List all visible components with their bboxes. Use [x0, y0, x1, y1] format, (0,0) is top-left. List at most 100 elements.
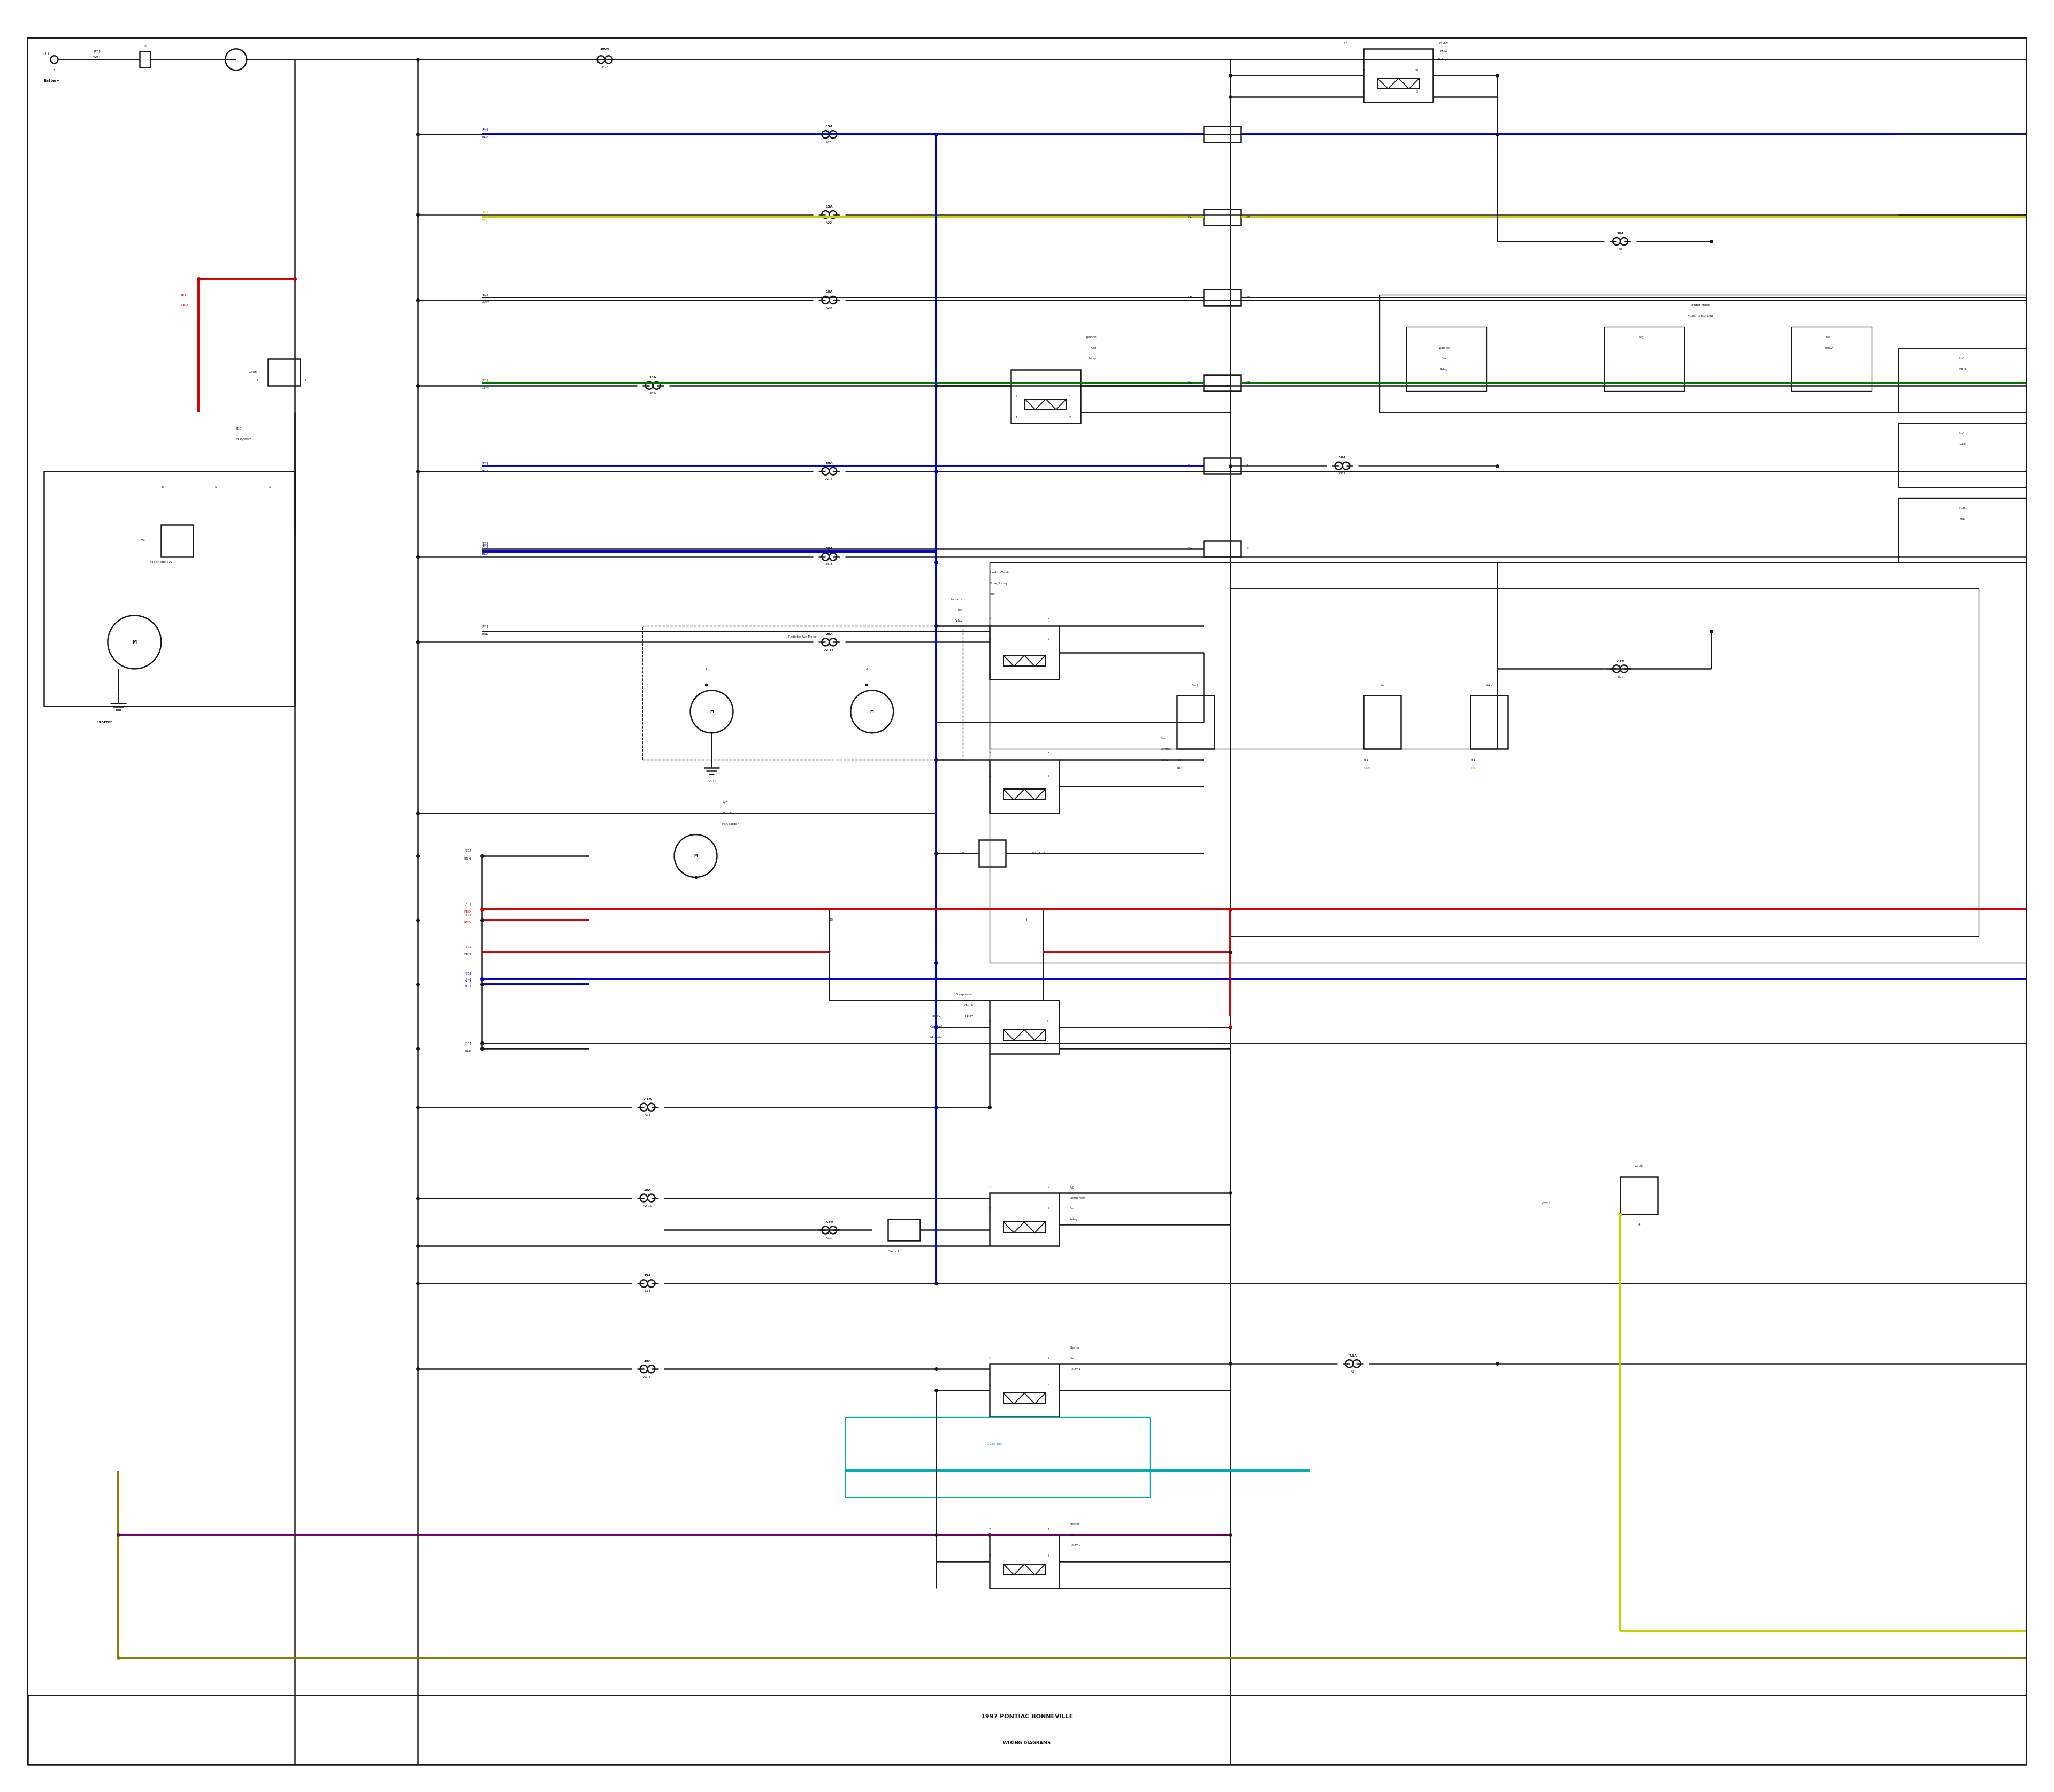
Text: 7.5A: 7.5A: [643, 1098, 651, 1100]
Text: Condenser: Condenser: [1070, 1197, 1085, 1199]
Text: S: S: [214, 486, 218, 489]
Text: Under-Dash: Under-Dash: [990, 572, 1009, 573]
Text: BLU: BLU: [483, 470, 489, 473]
Text: 10A: 10A: [1616, 231, 1625, 235]
Text: 10A: 10A: [1339, 457, 1345, 459]
Text: Fan: Fan: [1442, 358, 1446, 360]
Text: 7.5A: 7.5A: [1616, 659, 1625, 663]
Text: Fuse/Relay Box: Fuse/Relay Box: [1688, 315, 1713, 317]
Text: Cut: Cut: [1070, 1357, 1074, 1360]
Bar: [1204, 457, 1241, 473]
Text: [E1]: [E1]: [1471, 758, 1477, 762]
Bar: [980, 840, 1006, 867]
Bar: [830, 909, 1043, 1000]
Text: 10: 10: [830, 919, 834, 921]
Text: Relay 2: Relay 2: [1070, 1545, 1080, 1546]
Text: PGM-FI: PGM-FI: [1438, 43, 1448, 45]
Text: A2-1: A2-1: [826, 563, 834, 566]
Text: Relay 1: Relay 1: [1438, 57, 1450, 61]
Bar: [1204, 289, 1241, 305]
Text: WHT: WHT: [483, 550, 489, 552]
Text: [E1]: [E1]: [483, 210, 489, 213]
Text: T1: T1: [144, 45, 148, 48]
Text: Relay: Relay: [955, 620, 963, 622]
Text: YEL: YEL: [1471, 767, 1475, 769]
Text: Control: Control: [1161, 747, 1171, 751]
Bar: [1898, 423, 2027, 487]
Bar: [1898, 348, 2027, 412]
Text: Relay: Relay: [965, 1014, 974, 1018]
Bar: [1230, 590, 1978, 935]
Bar: [990, 1364, 1060, 1417]
Text: Compressor: Compressor: [955, 993, 974, 996]
Text: BRN: BRN: [483, 633, 489, 636]
Text: Radiator: Radiator: [1438, 348, 1450, 349]
Text: Diode B: Diode B: [1033, 851, 1045, 855]
Text: A2-5: A2-5: [643, 1376, 651, 1378]
Text: BRN: BRN: [1177, 767, 1183, 769]
Text: 1L: 1L: [1247, 547, 1251, 550]
Text: 7.5A: 7.5A: [1349, 1355, 1358, 1357]
Text: [E1]: [E1]: [1177, 758, 1183, 762]
Text: Fan: Fan: [957, 609, 963, 611]
Text: 10A: 10A: [826, 290, 832, 294]
Text: A/C: A/C: [723, 801, 727, 805]
Text: 15A: 15A: [826, 204, 832, 208]
Text: B31: B31: [1339, 473, 1345, 475]
Text: IL-1: IL-1: [1960, 432, 1966, 435]
Text: 1: 1: [53, 68, 55, 72]
Text: [E1]: [E1]: [94, 50, 101, 52]
Text: Relay: Relay: [1824, 348, 1832, 349]
Bar: [160, 525, 193, 557]
Text: BLK: BLK: [464, 1050, 470, 1052]
Text: Dn: Dn: [1187, 382, 1193, 383]
Text: A/C: A/C: [1639, 337, 1643, 339]
Text: Relay: Relay: [1089, 358, 1097, 360]
Bar: [887, 1219, 920, 1240]
Text: Dn: Dn: [1187, 296, 1193, 299]
Bar: [1791, 326, 1871, 391]
Text: BLK/WHT: BLK/WHT: [236, 437, 251, 441]
Text: 100A: 100A: [600, 48, 610, 50]
Text: G301: G301: [707, 780, 717, 783]
Text: [E1]: [E1]: [483, 378, 489, 382]
Text: 8: 8: [1247, 133, 1249, 136]
Text: Relay: Relay: [1161, 758, 1169, 762]
Bar: [1364, 695, 1401, 749]
Text: Main: Main: [1440, 50, 1448, 52]
Text: [E1]: [E1]: [464, 946, 470, 948]
Text: D10: D10: [1485, 683, 1493, 686]
Text: Radiator: Radiator: [951, 599, 963, 600]
Bar: [1364, 48, 1434, 102]
Bar: [1380, 294, 2027, 412]
Text: C408: C408: [249, 371, 257, 373]
Text: Fan: Fan: [1826, 337, 1832, 339]
Text: ORN: ORN: [1364, 767, 1370, 769]
Bar: [990, 1000, 1060, 1054]
Text: 12: 12: [1247, 215, 1251, 219]
Bar: [1177, 695, 1214, 749]
Bar: [1004, 656, 1045, 667]
Text: C225: C225: [1543, 1202, 1551, 1204]
Text: [E1]: [E1]: [483, 462, 489, 464]
Text: Condenser: Condenser: [723, 812, 741, 815]
Text: [E1]: [E1]: [464, 849, 470, 851]
Bar: [1604, 326, 1684, 391]
Text: Under-Hood: Under-Hood: [1690, 305, 1711, 306]
Text: A5: A5: [1352, 1371, 1356, 1373]
Text: A21: A21: [826, 142, 832, 143]
Bar: [846, 1417, 1150, 1498]
Bar: [990, 625, 1060, 679]
Text: Box: Box: [990, 593, 996, 595]
Text: Dn: Dn: [1187, 133, 1193, 136]
Text: 7.5A: 7.5A: [826, 1220, 834, 1224]
Text: Relay: Relay: [1070, 1219, 1078, 1220]
Text: A16: A16: [649, 392, 655, 394]
Bar: [643, 625, 963, 760]
Text: (+): (+): [43, 52, 49, 56]
Bar: [1204, 127, 1241, 142]
Bar: [1407, 326, 1487, 391]
Bar: [1471, 695, 1508, 749]
Text: WHT: WHT: [92, 56, 101, 57]
Text: 60A: 60A: [826, 462, 832, 464]
